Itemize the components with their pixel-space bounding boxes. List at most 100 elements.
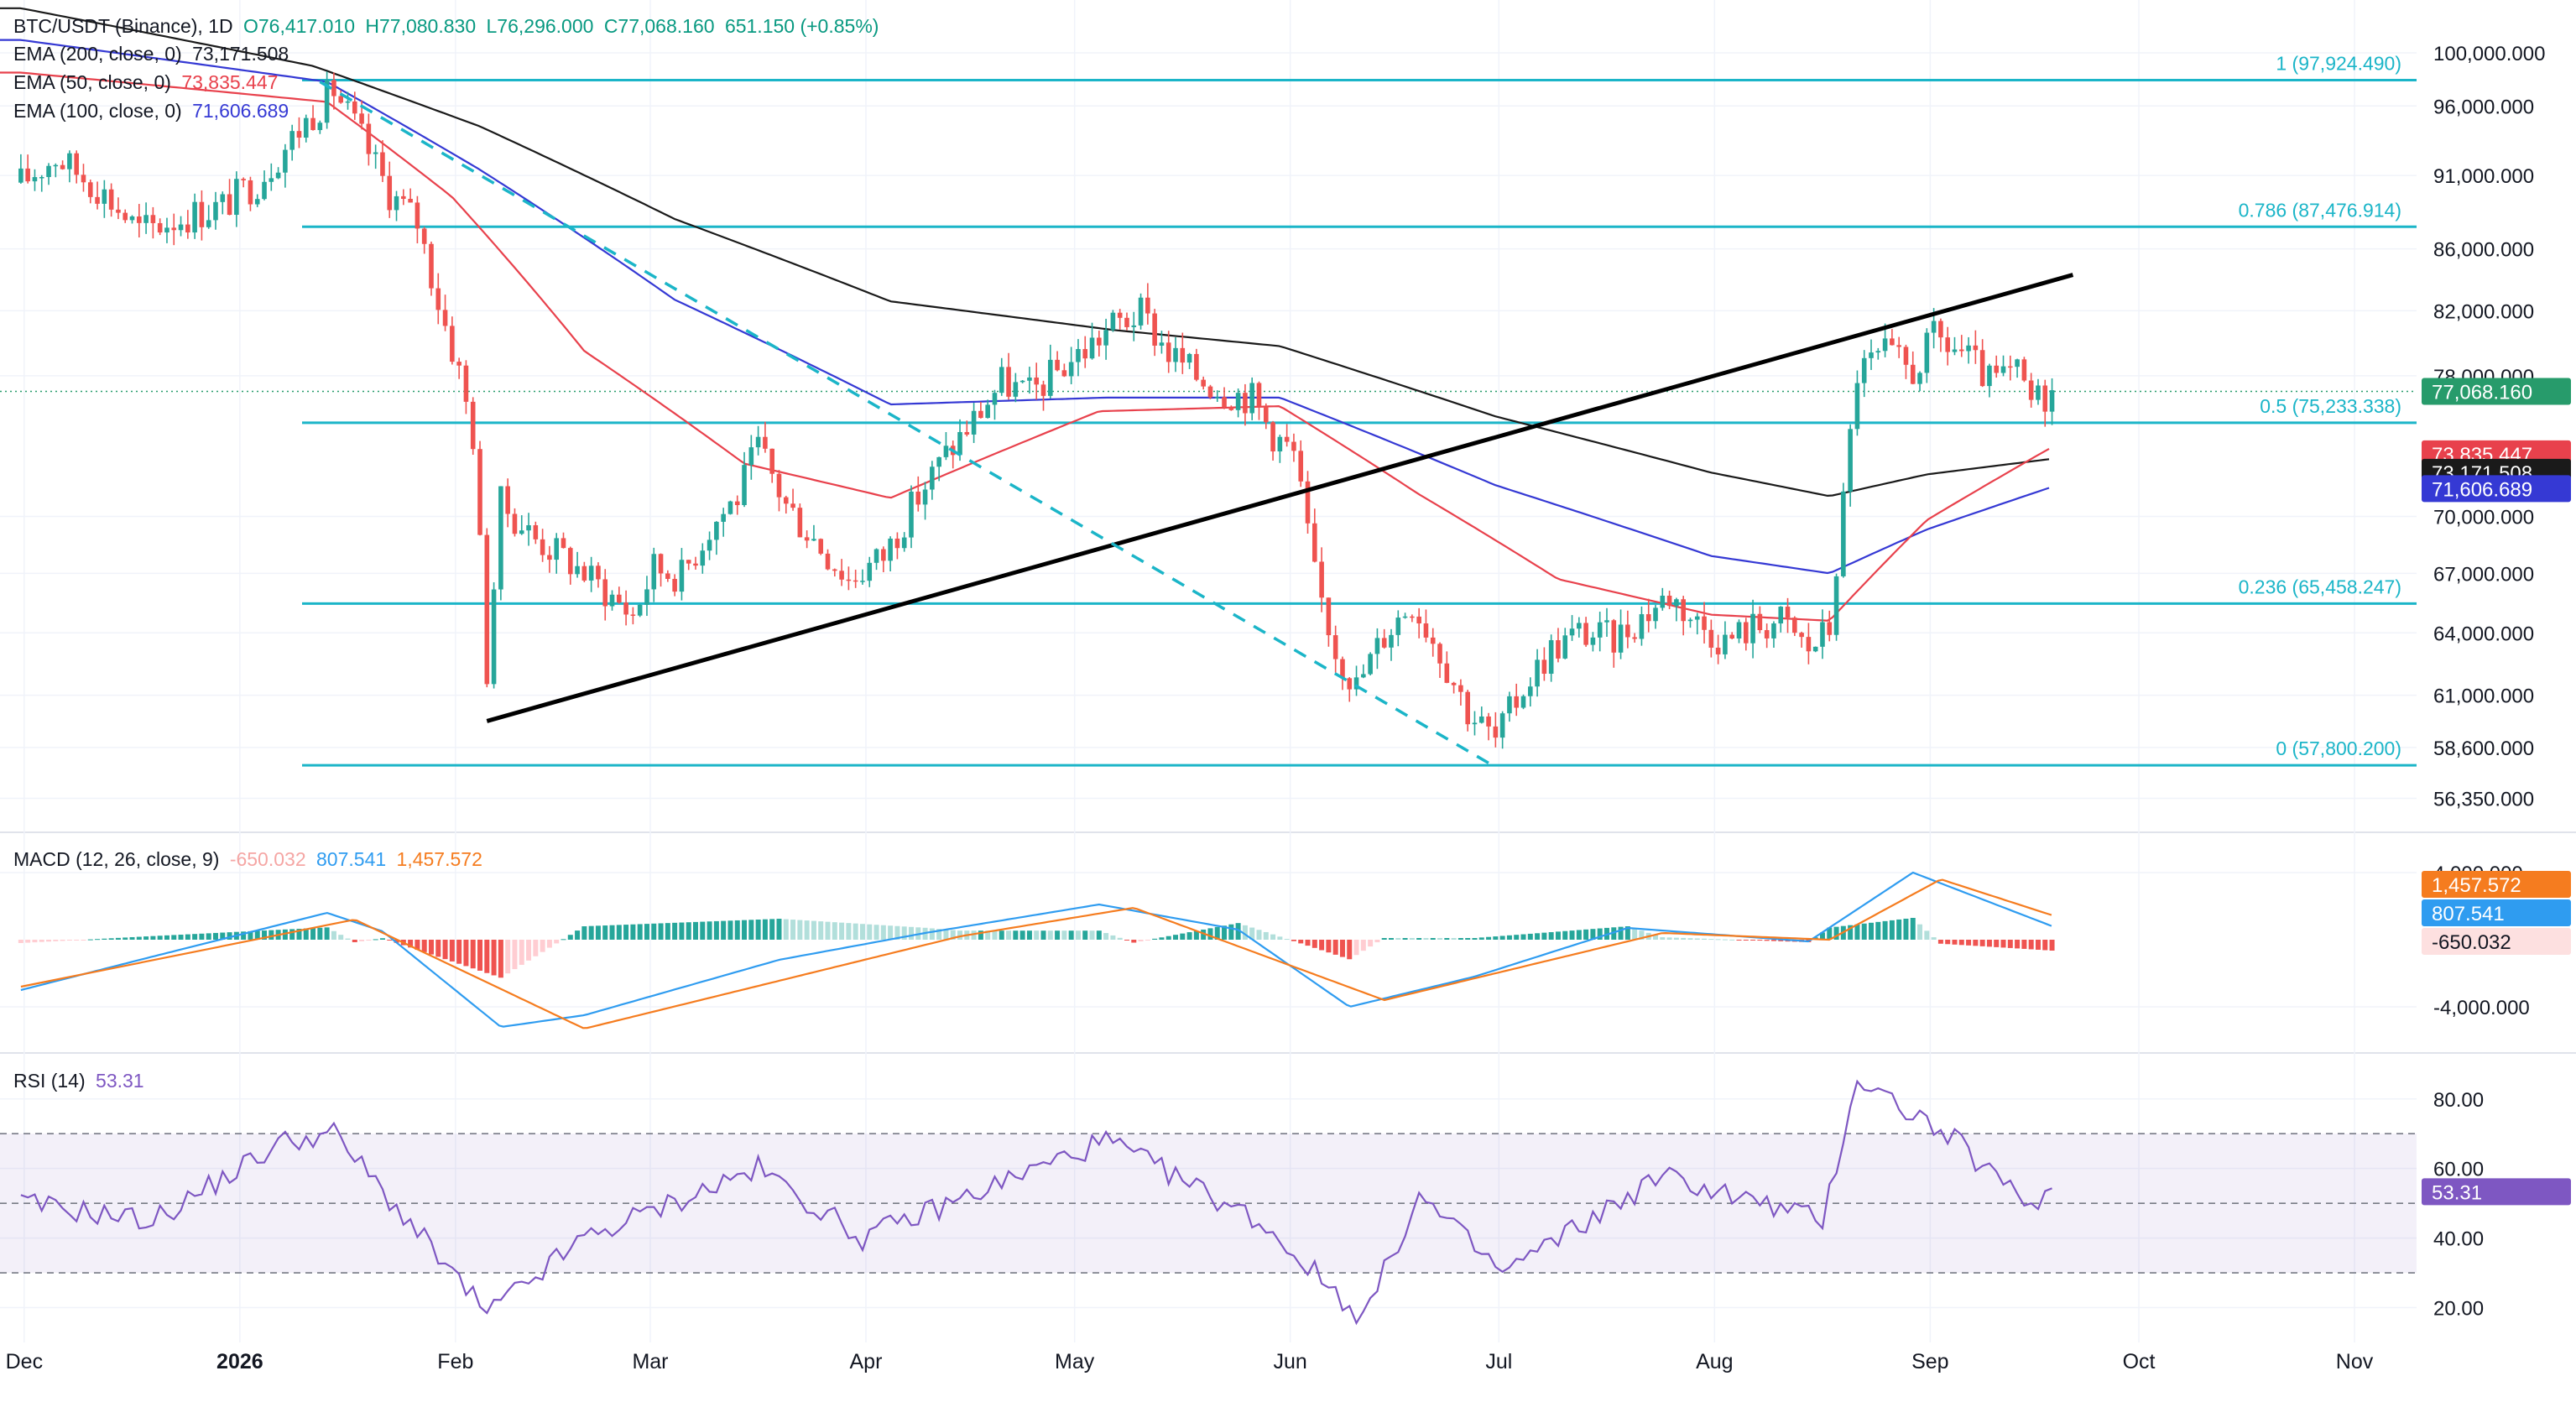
macd-histogram-bar [220,932,226,940]
macd-legend[interactable]: MACD (12, 26, close, 9) -650.032 807.541… [13,847,488,871]
macd-histogram-bar [1131,940,1137,943]
candle-body [1875,351,1881,353]
candle [769,448,774,483]
candle [1256,381,1262,420]
candle [1478,706,1484,724]
candle [804,530,810,549]
candle-body [1270,422,1275,452]
macd-histogram-bar [637,924,643,940]
macd-histogram-bar [797,920,803,940]
candle-body [1402,616,1408,618]
time-tick-label: May [1055,1350,1095,1373]
candle [254,194,260,207]
candle-body [338,96,344,103]
candle-body [1222,397,1227,408]
candle-body [1312,523,1317,562]
candle-body [1528,686,1533,696]
candle-body [1430,637,1436,644]
macd-histogram-bar [957,930,963,940]
macd-histogram-bar [1889,920,1895,940]
price-tick-label: 56,350.000 [2433,788,2534,810]
candle-body [450,326,455,362]
macd-histogram-bar [1757,940,1763,941]
candle [408,188,413,203]
rsi-legend[interactable]: RSI (14) 53.31 [13,1069,149,1092]
candle-body [116,209,121,213]
candle [1806,623,1812,665]
macd-histogram-bar [1618,926,1624,940]
macd-histogram-bar [241,931,247,940]
candle-body [421,228,427,244]
macd-histogram-bar [289,929,295,940]
fibonacci-retracement[interactable]: 1 (97,924.490) 0.786 (87,476.914) 0.5 (75,… [0,53,2417,767]
macd-histogram-bar [1040,930,1046,940]
macd-histogram-bar [1159,937,1165,940]
macd-histogram-bar [1743,940,1749,941]
ema100-legend[interactable]: EMA (100, close, 0) 71,606.689 [13,99,294,122]
ema200-legend[interactable]: EMA (200, close, 0) 73,171.508 [13,42,294,65]
candle [171,213,177,246]
macd-histogram-bar [630,924,636,940]
price-tick-label: 58,600.000 [2433,737,2534,760]
ema100-line [0,39,2050,575]
candle-body [721,513,726,522]
candle-body [241,179,246,180]
macd-histogram-bar [1702,938,1708,940]
candle [567,546,573,585]
candle-body [401,195,406,199]
macd-histogram-bar [95,939,101,941]
rsi-tick-label: 20.00 [2433,1298,2484,1321]
macd-histogram-bar [540,940,545,952]
candle-body [561,538,566,549]
macd-histogram-bar [32,940,38,943]
macd-histogram-bar [178,935,184,940]
candle [519,515,524,535]
candle-body [394,195,399,211]
candle-body [776,473,782,498]
ema50-legend[interactable]: EMA (50, close, 0) 73,835.447 [13,70,283,94]
candle [672,574,677,597]
symbol-title: BTC/USDT (Binance), 1D [13,15,233,37]
candle [1799,631,1804,648]
candle-body [1966,345,1971,352]
macd-histogram-bar [1402,938,1408,940]
candle [1743,618,1749,651]
fib-level-label: 1 (97,924.490) [2276,53,2401,75]
ema50-label: EMA (50, close, 0) [13,71,171,93]
ascending-trendline[interactable] [486,273,2074,723]
candle [1472,711,1478,736]
macd-histogram-bar [1931,937,1937,940]
candle [2036,378,2041,405]
macd-histogram-bar [999,930,1004,940]
candle-body [32,177,38,182]
macd-histogram-bar [39,940,44,942]
candle [860,569,865,585]
macd-histogram-bar [1068,930,1074,940]
macd-histogram-bar [53,940,59,941]
candle-body [992,393,998,405]
candle-body [102,189,107,204]
macd-histogram-bar [526,940,532,961]
macd-histogram-bar [519,940,524,965]
macd-histogram-bar [345,938,351,940]
macd-histogram-bar [971,930,977,940]
ema50-line [0,71,2050,622]
candle [505,478,510,528]
candle [790,488,795,511]
candle [818,538,824,555]
macd-histogram-bar [1632,928,1638,940]
macd-histogram-bar [442,940,448,960]
rsi-tag-text: 53.31 [2432,1181,2482,1204]
candle-body [137,216,142,223]
macd-pane [18,871,2055,1029]
trendlines[interactable] [319,81,2074,764]
ohlc-close: C77,068.160 [603,15,715,37]
candle [1194,348,1199,382]
candle [915,476,921,512]
candle [693,556,698,570]
macd-histogram-bar [1660,937,1666,940]
candle-body [617,594,622,603]
candle-body [1305,481,1311,524]
macd-histogram-bar [477,940,483,971]
